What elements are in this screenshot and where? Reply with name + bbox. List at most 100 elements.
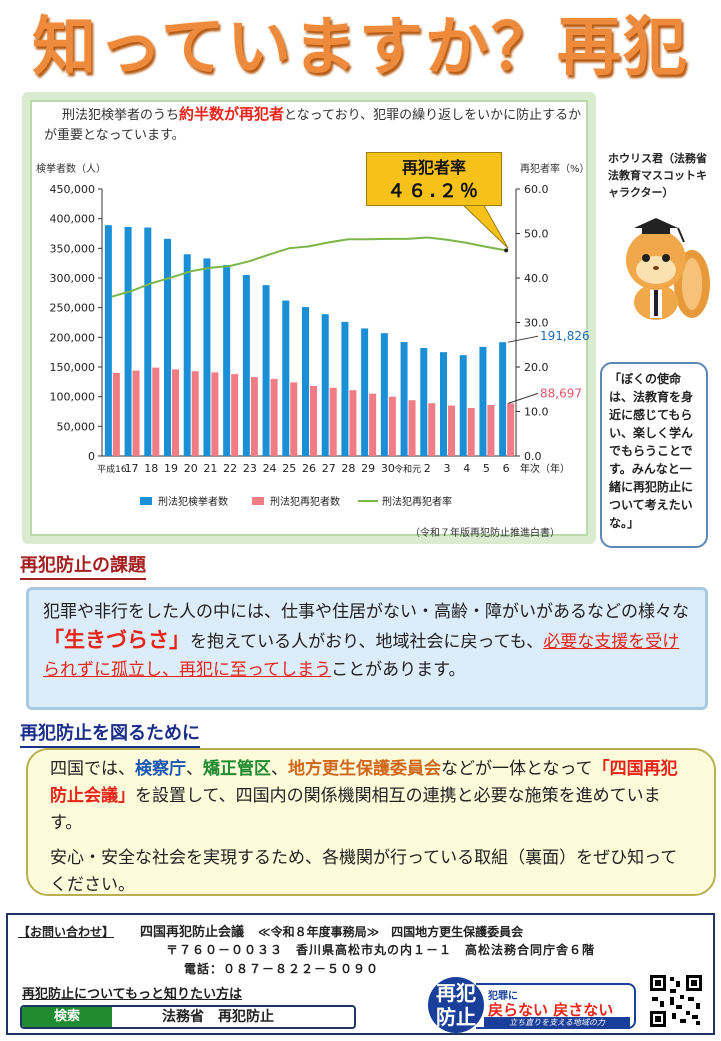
rate-last-point bbox=[504, 248, 509, 253]
x-tick-label: 22 bbox=[223, 462, 237, 475]
mascot-speech-bubble: 「ぼくの使命は、法教育を身近に感じてもらい、楽しく学んでもらうことです。みんなと… bbox=[600, 362, 708, 548]
left-tick-label: 400,000 bbox=[50, 213, 96, 226]
arrests-bar bbox=[361, 328, 369, 456]
arrests-bar bbox=[440, 352, 447, 456]
x-tick-label: 2 bbox=[424, 462, 431, 475]
reoffenders-bar bbox=[388, 396, 396, 456]
x-tick-label: 25 bbox=[282, 462, 296, 475]
mascot-name: ホウリス君（法務省法教育マスコットキャラクター） bbox=[608, 152, 707, 199]
left-tick-label: 450,000 bbox=[50, 183, 96, 196]
qr-code-icon[interactable] bbox=[648, 973, 704, 1029]
left-tick-label: 350,000 bbox=[50, 242, 96, 255]
legend-label: 刑法犯再犯者数 bbox=[270, 495, 340, 508]
right-tick-label: 30.0 bbox=[524, 317, 549, 330]
isolation-emphasis: 必要な支援を受けられずに孤立し、再犯に至ってしまう bbox=[43, 632, 680, 680]
council-name: 「四国再犯防止会議」 bbox=[50, 759, 678, 806]
reoffenders-bar bbox=[250, 377, 258, 456]
org-correction: 矯正管区 bbox=[203, 759, 271, 779]
logo-seal: 再犯防止 bbox=[428, 977, 484, 1033]
right-tick-label: 50.0 bbox=[524, 228, 549, 241]
arrests-bar bbox=[380, 333, 388, 456]
arrests-bar bbox=[420, 348, 428, 456]
legend-swatch bbox=[252, 497, 264, 505]
right-tick-label: 0.0 bbox=[524, 450, 542, 463]
search-bar[interactable]: 検索 法務省 再犯防止 bbox=[20, 1005, 356, 1029]
right-tick-label: 10.0 bbox=[524, 406, 549, 419]
x-axis-suffix: 年次（年） bbox=[520, 462, 570, 475]
left-tick-label: 300,000 bbox=[50, 272, 96, 285]
search-term[interactable]: 法務省 再犯防止 bbox=[162, 1009, 274, 1025]
reoffenders-bar bbox=[270, 378, 278, 456]
legend-swatch bbox=[140, 497, 152, 505]
x-tick-label: 23 bbox=[243, 462, 257, 475]
arrests-bar bbox=[459, 355, 467, 456]
x-tick-label: 28 bbox=[341, 462, 355, 475]
legend-label: 刑法犯再犯者率 bbox=[382, 495, 452, 508]
arrests-bar bbox=[479, 346, 487, 456]
arrests-bar bbox=[104, 225, 112, 456]
x-tick-label: 4 bbox=[463, 462, 470, 475]
x-tick-label: 6 bbox=[503, 462, 510, 475]
x-tick-label: 19 bbox=[164, 462, 178, 475]
arrests-bar bbox=[183, 254, 191, 456]
reoffenders-bar bbox=[172, 369, 179, 456]
x-tick-label: 29 bbox=[361, 462, 375, 475]
recidivism-chart: 検挙者数（人） 再犯者率（%）450,000400,000350,000300,0… bbox=[36, 162, 590, 508]
value-callout-leader bbox=[507, 392, 539, 404]
arrests-bar bbox=[400, 342, 408, 456]
org-parole: 地方更生保護委員会 bbox=[288, 759, 441, 779]
x-tick-label: 27 bbox=[322, 462, 336, 475]
measures-heading: 再犯防止を図るために bbox=[20, 722, 200, 748]
right-tick-label: 40.0 bbox=[524, 272, 549, 285]
arrests-bar bbox=[124, 226, 132, 456]
reoffenders-bar bbox=[428, 403, 436, 456]
reoffenders-bar bbox=[507, 403, 515, 456]
arrests-bar bbox=[341, 321, 349, 456]
left-tick-label: 250,000 bbox=[50, 302, 96, 315]
issue-box: 犯罪や非行をした人の中には、仕事や住居がない・高齢・障がいがあるなどの様々な「生… bbox=[26, 587, 708, 710]
x-tick-label: 5 bbox=[483, 462, 490, 475]
legend-label: 刑法犯検挙者数 bbox=[158, 495, 228, 508]
logo-banner: 犯罪に 戻らない 戻さない 立ち直りを支える地域の力 bbox=[476, 983, 636, 1029]
contact-box: 【お問い合わせ】 四国再犯防止会議 ≪令和８年度事務局≫ 四国地方更生保護委員会 〒… bbox=[6, 913, 715, 1035]
arrests-bar bbox=[302, 307, 309, 456]
chart-source: （令和７年版再犯防止推進白書） bbox=[410, 528, 560, 539]
arrests-bar bbox=[164, 238, 171, 456]
x-tick-label: 20 bbox=[184, 462, 198, 475]
contact-address: 〒７６０－００３３ 香川県高松市丸の内１－１ 高松法務合同庁舎６階 bbox=[166, 943, 596, 957]
reoffenders-bar bbox=[448, 405, 455, 456]
arrests-bar bbox=[499, 342, 507, 456]
left-tick-label: 50,000 bbox=[57, 420, 96, 433]
x-tick-label: 26 bbox=[302, 462, 316, 475]
arrests-bar bbox=[262, 285, 270, 456]
x-tick-label: 21 bbox=[203, 462, 217, 475]
reoffenders-bar bbox=[132, 370, 140, 456]
reoffenders-bar bbox=[369, 393, 377, 456]
arrests-bar bbox=[223, 264, 231, 456]
issue-heading: 再犯防止の課題 bbox=[20, 554, 146, 580]
chart-panel: 刑法犯検挙者のうち約半数が再犯者となっており、犯罪の繰り返しをいかに防止するかが… bbox=[22, 92, 596, 544]
page-title: 知っていますか？再犯防止 bbox=[32, 11, 689, 173]
more-info-label: 再犯防止についてもっと知りたい方は bbox=[22, 987, 242, 1002]
measures-paragraph-2: 安心・安全な社会を実現するため、各機関が行っている取組（裏面）をぜひ知ってくださ… bbox=[50, 848, 678, 895]
reoffenders-bar bbox=[349, 390, 357, 456]
value-callout-leader bbox=[508, 335, 539, 343]
x-tick-label: 平成16 bbox=[97, 463, 127, 475]
reoffenders-bar bbox=[211, 372, 219, 456]
reoffenders-bar bbox=[408, 400, 416, 456]
reoffenders-bar bbox=[329, 387, 337, 456]
x-tick-label: 令和元 bbox=[394, 463, 421, 475]
right-tick-label: 20.0 bbox=[524, 361, 549, 374]
contact-header: 【お問い合わせ】 四国再犯防止会議 ≪令和８年度事務局≫ 四国地方更生保護委員会 bbox=[18, 925, 524, 940]
measures-paragraph-1: 四国では、検察庁、矯正管区、地方更生保護委員会などが一体となって「四国再犯防止会… bbox=[50, 759, 678, 833]
reoffenders-bar bbox=[310, 385, 317, 456]
search-button[interactable]: 検索 bbox=[22, 1007, 112, 1027]
rate-label: 再犯者率 bbox=[401, 158, 466, 177]
recidivism-prevention-logo: 犯罪に 戻らない 戻さない 立ち直りを支える地域の力 再犯防止 bbox=[428, 977, 638, 1033]
arrests-bar bbox=[144, 227, 152, 456]
squirrel-mascot-icon bbox=[626, 218, 710, 320]
x-tick-label: 30 bbox=[381, 462, 395, 475]
arrests-bar bbox=[203, 258, 211, 456]
left-tick-label: 200,000 bbox=[50, 331, 96, 344]
measures-box: 四国では、検察庁、矯正管区、地方更生保護委員会などが一体となって「四国再犯防止会… bbox=[26, 748, 716, 896]
